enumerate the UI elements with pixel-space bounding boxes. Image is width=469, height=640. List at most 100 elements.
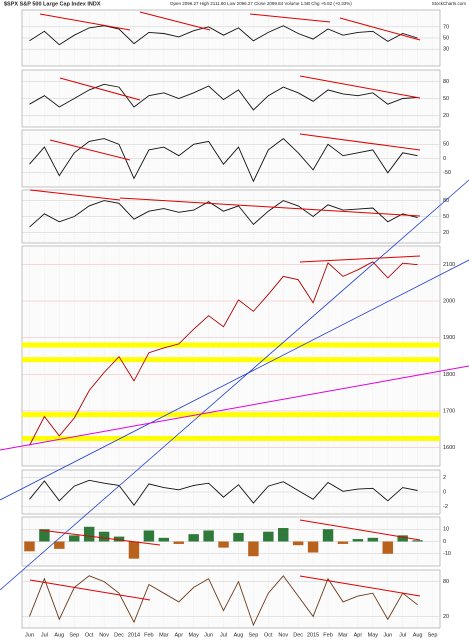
x-tick-label: Dec — [114, 632, 124, 638]
y-tick-label: 1800 — [443, 372, 455, 378]
y-tick-label: 1600 — [443, 445, 455, 451]
x-tick-label: Oct — [85, 632, 94, 638]
x-tick-label: May — [368, 632, 379, 638]
histogram-bar — [24, 541, 35, 552]
chart-title: $SPX S&P 500 Large Cap Index INDX — [4, 1, 101, 7]
x-tick-label: Nov — [278, 632, 288, 638]
histogram-bar — [248, 541, 259, 557]
histogram-bar — [397, 535, 408, 542]
x-tick-label: Apr — [354, 632, 363, 638]
histogram-bar — [98, 531, 110, 542]
chart-subtitle: Open 2096.27 High 2111.80 Low 2096.27 Cl… — [170, 1, 352, 6]
y-tick-label: 50 — [443, 214, 449, 220]
histogram-bar — [412, 540, 423, 542]
x-tick-label: Aug — [413, 632, 423, 638]
x-tick-label: Jun — [25, 632, 34, 638]
y-tick-label: 2100 — [443, 262, 455, 268]
x-tick-label: Jul — [41, 632, 48, 638]
highlight-band — [22, 412, 440, 418]
y-tick-label: 1900 — [443, 335, 455, 341]
trendline — [299, 133, 421, 151]
series-line — [29, 261, 418, 446]
y-tick-label: 0 — [443, 489, 446, 495]
histogram-bar — [263, 531, 274, 542]
histogram-bar — [352, 539, 364, 542]
x-tick-label: Sep — [428, 632, 438, 638]
y-tick-label: -50 — [443, 170, 451, 176]
y-tick-label: 50 — [443, 142, 449, 148]
x-tick-label: Feb — [323, 632, 332, 638]
y-tick-label: -2 — [443, 504, 448, 510]
histogram-bar — [69, 535, 80, 542]
histogram-bar — [292, 541, 304, 546]
trendline — [299, 75, 421, 99]
histogram-bar — [337, 541, 349, 544]
histogram-bar — [203, 530, 214, 542]
y-tick-label: 20 — [443, 113, 449, 119]
histogram-bar — [307, 541, 319, 553]
histogram-bar — [113, 536, 125, 542]
histogram-bar — [218, 541, 229, 548]
x-tick-label: Nov — [99, 632, 109, 638]
highlight-band — [22, 342, 440, 348]
y-tick-label: 80 — [443, 79, 449, 85]
y-tick-label: -10 — [443, 551, 451, 557]
trendlines — [0, 11, 469, 601]
panel-frame — [21, 569, 441, 629]
channel-line — [0, 259, 469, 501]
x-tick-label: May — [188, 632, 199, 638]
source: StockCharts.com — [432, 1, 467, 6]
y-tick-label: 2000 — [443, 298, 455, 304]
y-tick-label: 10 — [443, 527, 449, 533]
trendline — [139, 11, 211, 31]
y-tick-label: 50 — [443, 35, 449, 41]
histogram-bar — [278, 528, 289, 542]
series-line — [29, 25, 418, 46]
histogram-bar — [54, 541, 65, 549]
series-line — [29, 575, 418, 627]
y-tick-label: 20 — [443, 614, 449, 620]
x-tick-label: Oct — [264, 632, 273, 638]
panel-frame — [21, 245, 441, 467]
y-tick-label: 30 — [443, 47, 449, 53]
histogram-bar — [382, 541, 393, 554]
x-tick-label: Sep — [69, 632, 79, 638]
highlight-band — [22, 357, 440, 363]
y-tick-label: 0 — [443, 156, 446, 162]
channel-line — [0, 179, 469, 591]
histogram-bar — [158, 537, 170, 542]
x-tick-label: Jun — [383, 632, 392, 638]
histogram-bar — [143, 530, 155, 542]
x-tick-label: Dec — [293, 632, 303, 638]
y-tick-label: 70 — [443, 24, 449, 30]
highlight-band — [22, 436, 440, 441]
x-tick-label: Mar — [159, 632, 169, 638]
trendline — [29, 189, 121, 201]
trendline — [59, 77, 141, 101]
y-tick-label: 20 — [443, 230, 449, 236]
y-tick-label: 2 — [443, 475, 446, 481]
x-tick-label: Apr — [174, 632, 183, 638]
histogram-bar — [173, 541, 184, 544]
y-tick-label: 50 — [443, 96, 449, 102]
series-line — [29, 479, 418, 506]
support-line — [0, 365, 469, 451]
x-tick-label: 2014 — [128, 632, 140, 638]
x-tick-label: Mar — [338, 632, 348, 638]
plots: 160017001800190020002100305070205080-500… — [21, 9, 455, 638]
x-tick-label: 2015 — [307, 632, 319, 638]
trendline — [29, 579, 151, 601]
histogram-bar — [367, 537, 379, 542]
histogram-bar — [322, 529, 334, 542]
x-tick-label: Aug — [54, 632, 64, 638]
histogram-bar — [233, 532, 244, 542]
y-tick-label: 80 — [443, 579, 449, 585]
y-tick-label: 1700 — [443, 408, 455, 414]
trendline — [249, 13, 331, 23]
y-tick-label: 0 — [443, 539, 446, 545]
x-tick-label: Jul — [220, 632, 227, 638]
histogram-bar — [188, 534, 199, 542]
series-line — [29, 138, 418, 183]
